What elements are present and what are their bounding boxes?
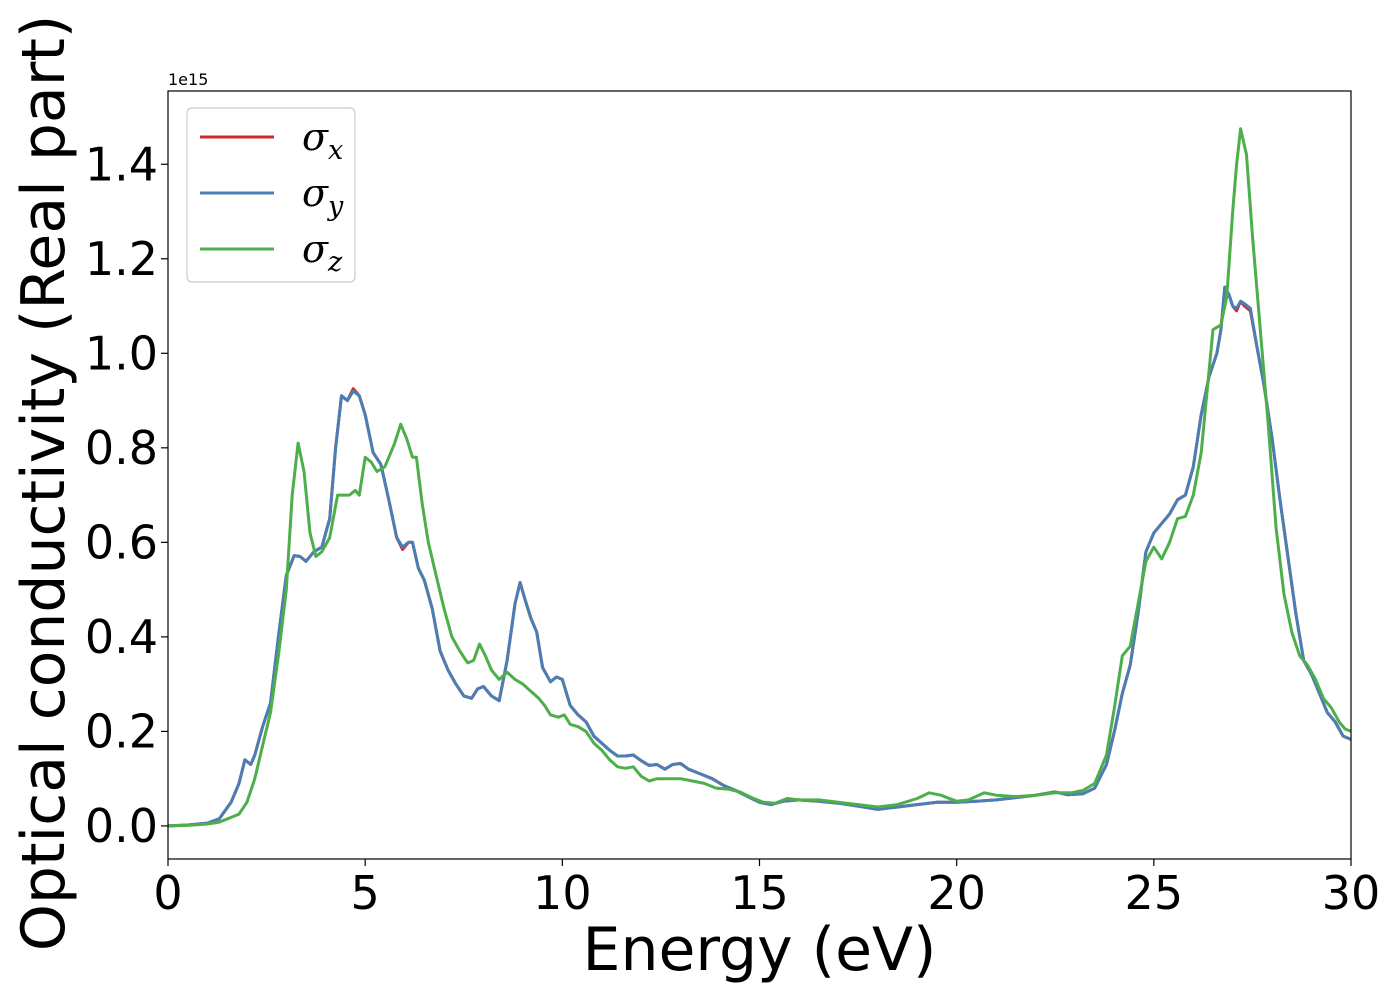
legend-label-sub: z <box>327 247 343 278</box>
x-tick-label: 15 <box>730 866 789 920</box>
y-tick-label: 0.2 <box>85 704 158 758</box>
series-layer <box>168 127 1351 828</box>
x-tick-label: 30 <box>1322 866 1381 920</box>
legend-label-main: σ <box>302 115 329 159</box>
x-tick-label: 20 <box>927 866 986 920</box>
y-axis-label: Optical conductivity (Real part) <box>9 15 79 952</box>
y-tick-label: 0.4 <box>85 610 158 664</box>
y-tick-label: 1.2 <box>85 232 158 286</box>
y-tick-label: 1.0 <box>85 326 158 380</box>
legend-label-y: σy <box>302 171 344 222</box>
series-line-y <box>168 285 1351 828</box>
legend-label-main: σ <box>302 171 329 215</box>
ticks-layer: 0 5 10 15 20 25 30 0.0 0.2 0.4 0.6 0.8 1.0 1.2 1.4 <box>85 137 1380 920</box>
legend-label-main: σ <box>302 227 329 271</box>
y-tick-label: 0.8 <box>85 421 158 475</box>
legend-label-z: σz <box>302 227 343 278</box>
y-tick-label: 1.4 <box>85 137 158 191</box>
series-line-x <box>168 285 1351 828</box>
x-tick-label: 25 <box>1125 866 1184 920</box>
x-tick-label: 5 <box>351 866 380 920</box>
y-tick-label: 0.6 <box>85 515 158 569</box>
legend-label-sub: y <box>327 191 344 222</box>
y-tick-label: 0.0 <box>85 799 158 853</box>
x-axis-label: Energy (eV) <box>583 915 937 985</box>
y-offset-label: 1e15 <box>168 70 208 89</box>
legend-box <box>186 107 356 283</box>
x-tick-label: 10 <box>533 866 592 920</box>
x-tick-label: 0 <box>153 866 182 920</box>
legend-label-sub: x <box>328 135 343 166</box>
legend-label-x: σx <box>302 115 343 166</box>
series-line-z <box>168 127 1351 828</box>
